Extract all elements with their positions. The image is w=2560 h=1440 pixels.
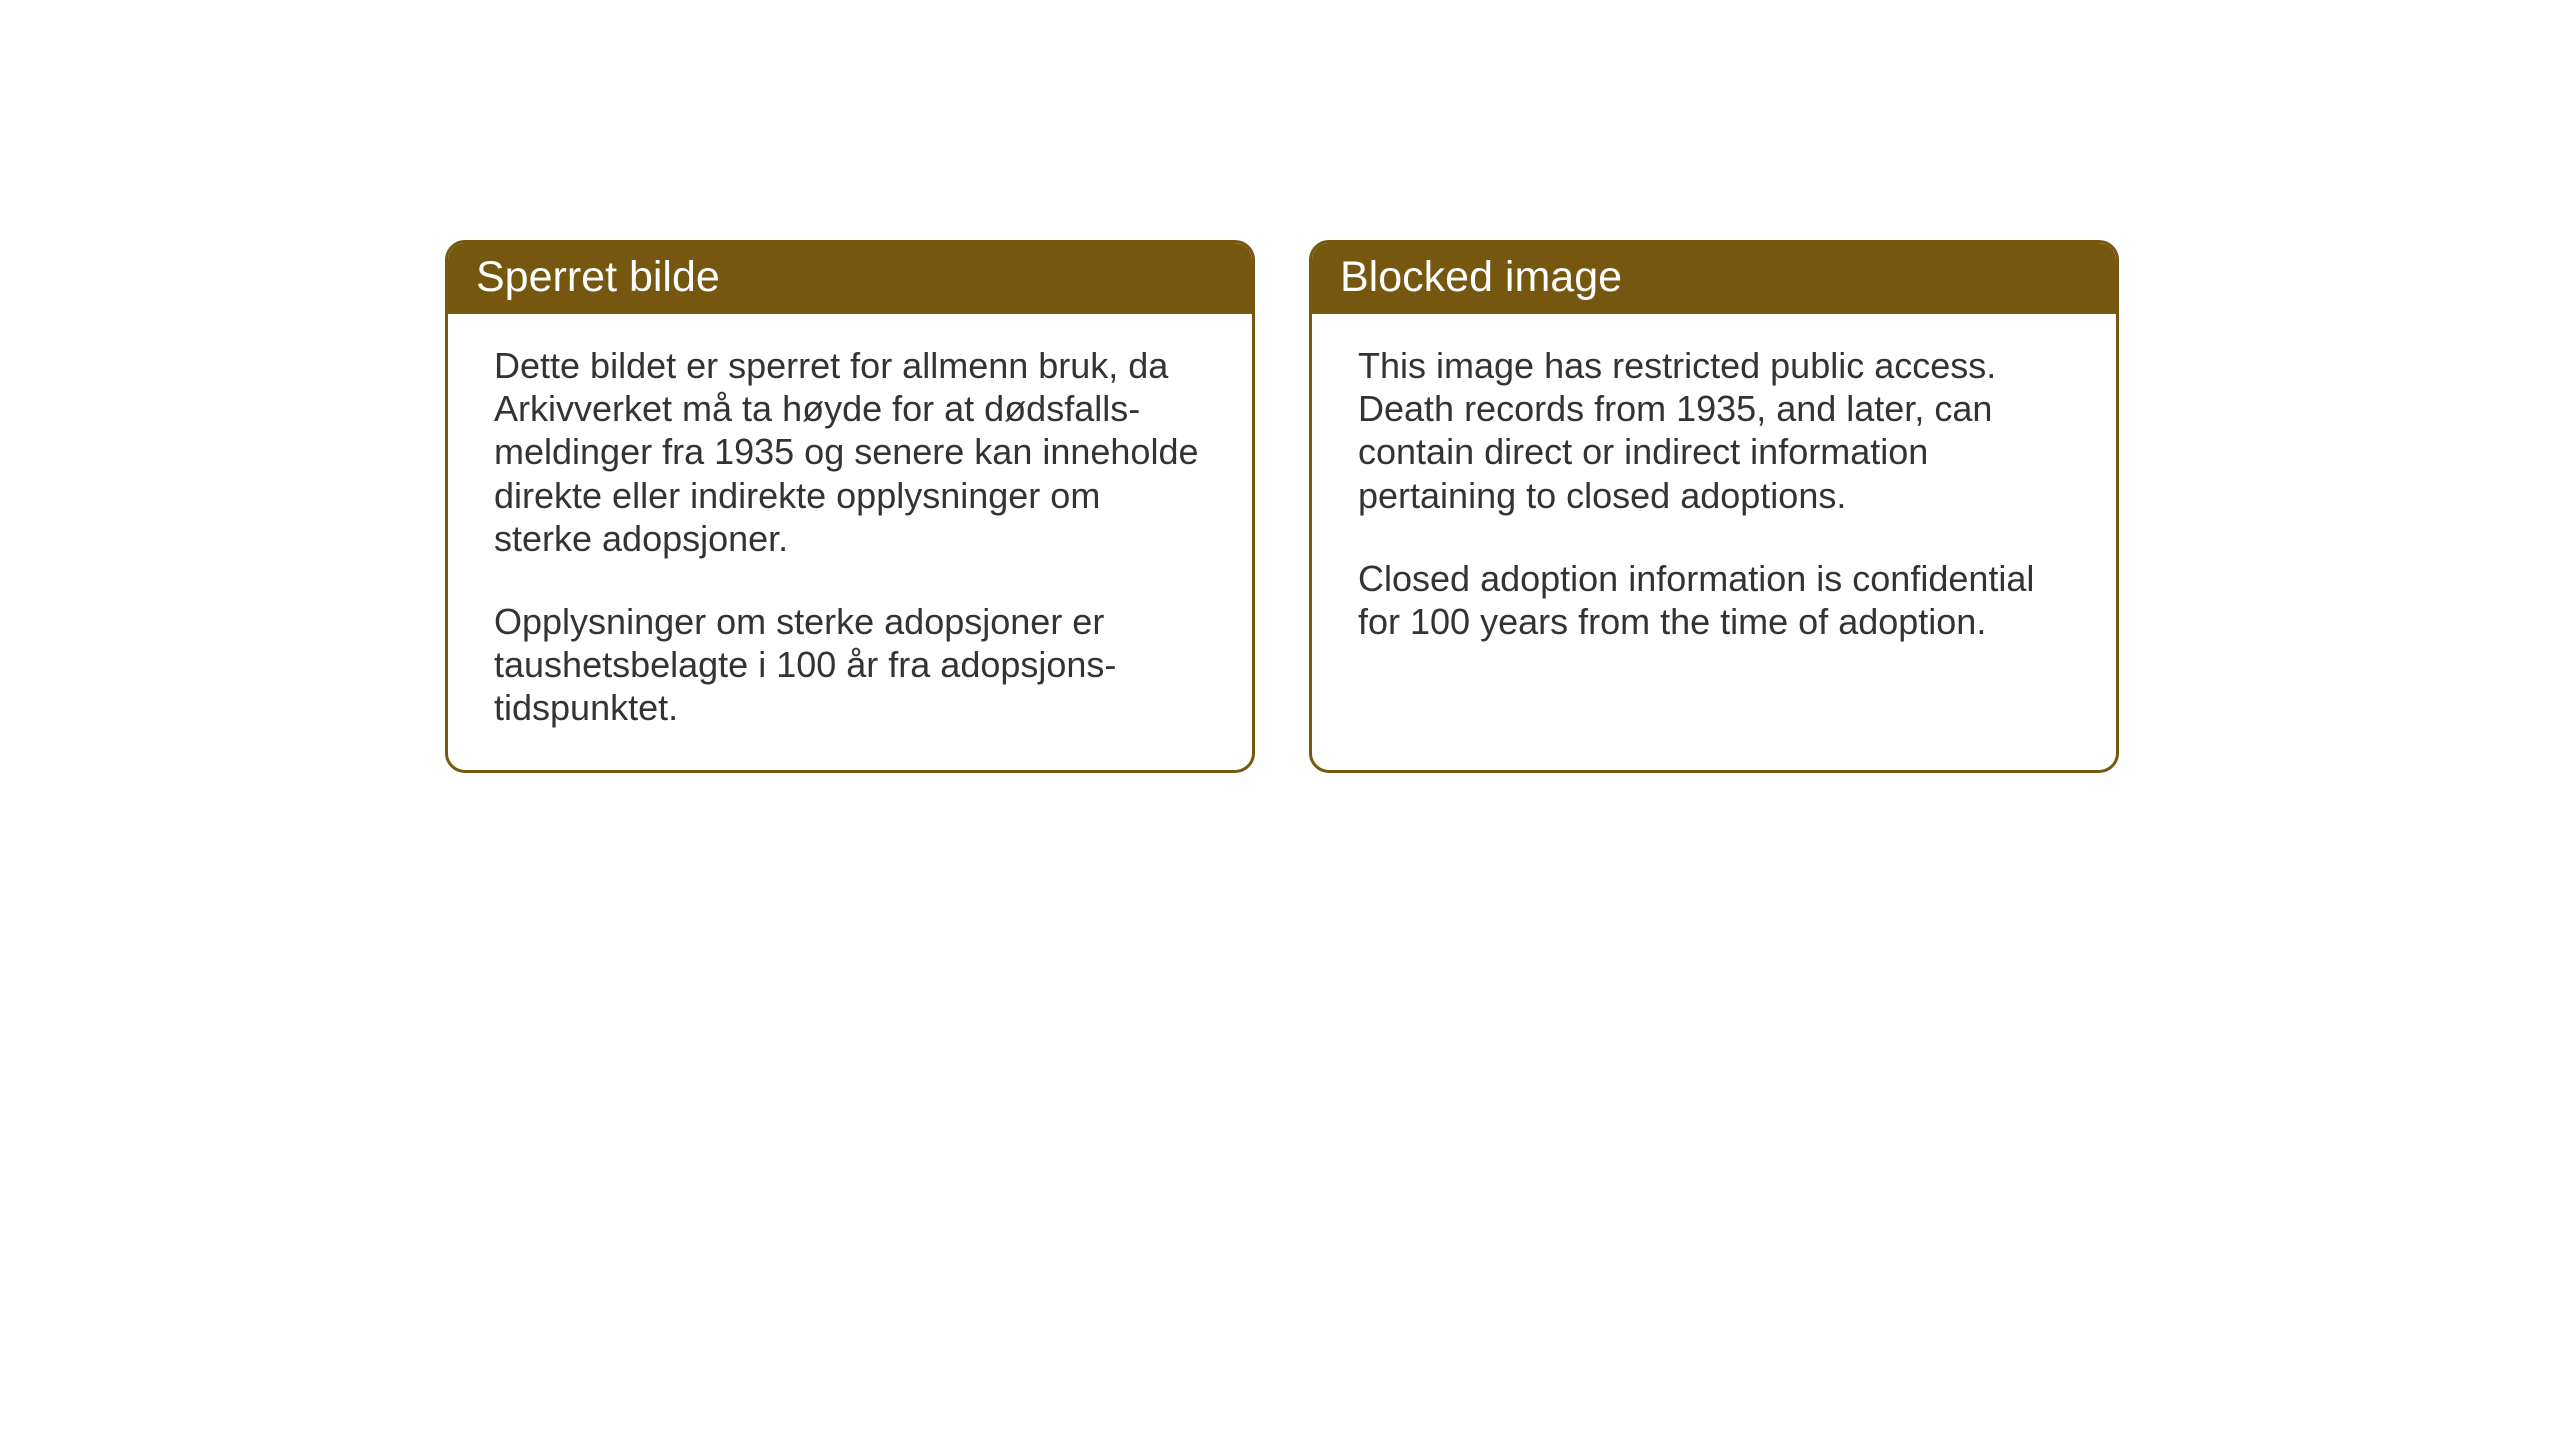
english-card-title: Blocked image bbox=[1312, 243, 2116, 314]
norwegian-card-title: Sperret bilde bbox=[448, 243, 1252, 314]
english-card-body: This image has restricted public access.… bbox=[1312, 314, 2116, 744]
norwegian-card: Sperret bilde Dette bildet er sperret fo… bbox=[445, 240, 1255, 773]
notice-container: Sperret bilde Dette bildet er sperret fo… bbox=[445, 240, 2119, 773]
norwegian-card-body: Dette bildet er sperret for allmenn bruk… bbox=[448, 314, 1252, 770]
english-paragraph-2: Closed adoption information is confident… bbox=[1358, 557, 2070, 643]
norwegian-paragraph-2: Opplysninger om sterke adopsjoner er tau… bbox=[494, 600, 1206, 730]
norwegian-paragraph-1: Dette bildet er sperret for allmenn bruk… bbox=[494, 344, 1206, 560]
english-card: Blocked image This image has restricted … bbox=[1309, 240, 2119, 773]
english-paragraph-1: This image has restricted public access.… bbox=[1358, 344, 2070, 517]
